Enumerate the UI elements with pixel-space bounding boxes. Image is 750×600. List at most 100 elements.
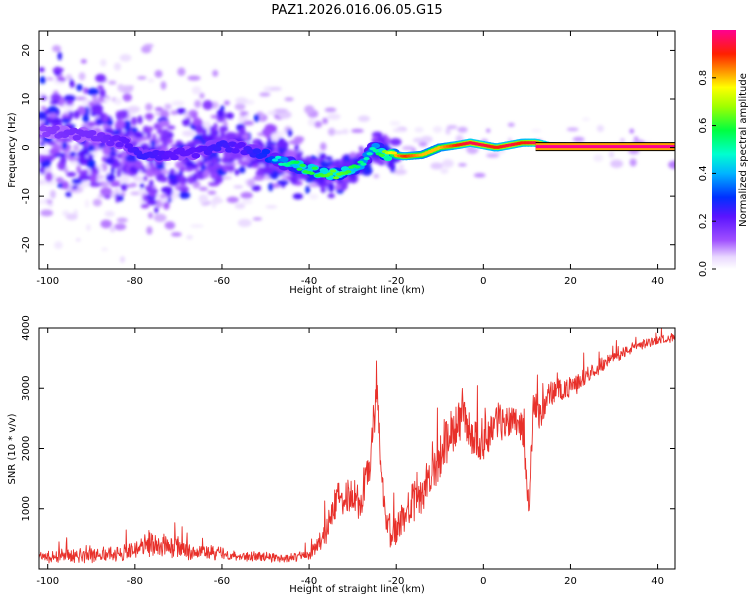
spectrogram-speckle bbox=[41, 149, 51, 154]
spectrogram-cloud bbox=[87, 87, 100, 96]
spectrogram-cloud bbox=[332, 161, 340, 168]
spectrogram-cloud bbox=[190, 139, 202, 146]
spectrogram-cloud bbox=[89, 181, 101, 187]
spectrogram-cloud bbox=[222, 164, 228, 173]
spectrogram-speckle bbox=[274, 108, 288, 113]
spectrogram-cloud bbox=[69, 78, 74, 88]
spectrogram-speckle bbox=[629, 128, 635, 134]
spectrogram-speckle bbox=[120, 176, 130, 184]
spectrogram-ridge-blob bbox=[191, 152, 201, 159]
spectrogram-speckle bbox=[269, 86, 282, 91]
spectrogram-cloud bbox=[147, 199, 158, 206]
spectrogram-speckle bbox=[398, 164, 405, 169]
spectrogram-cloud bbox=[168, 174, 176, 179]
spectrogram-speckle bbox=[114, 223, 127, 231]
spectrogram-ridge-blob bbox=[272, 158, 279, 162]
spectrogram-speckle bbox=[117, 84, 124, 92]
spectrogram-cloud bbox=[318, 152, 327, 160]
spectrogram-cloud bbox=[158, 120, 171, 127]
spectrogram-cloud bbox=[65, 100, 74, 106]
spectrogram-cloud bbox=[87, 121, 97, 127]
snr-y-tick-label: 2000 bbox=[21, 436, 32, 461]
snr-y-tick-label: 4000 bbox=[21, 315, 32, 340]
spectrogram-speckle bbox=[234, 103, 246, 111]
spectrogram-speckle bbox=[240, 191, 253, 199]
spectrogram-speckle bbox=[373, 173, 380, 179]
spectrogram-speckle bbox=[241, 199, 253, 205]
spectrogram-cloud bbox=[265, 141, 277, 146]
spectrogram-cloud bbox=[69, 151, 77, 157]
spectrogram-speckle bbox=[80, 59, 87, 64]
spectrogram-cloud bbox=[99, 88, 106, 98]
spectrogram-cloud bbox=[123, 160, 129, 166]
spectrogram-ridge-blob bbox=[261, 148, 271, 155]
spectrogram-speckle bbox=[147, 78, 155, 83]
spectrogram-cloud bbox=[62, 181, 70, 190]
spectrogram-cloud bbox=[97, 85, 104, 90]
spectrogram-speckle bbox=[40, 209, 54, 217]
spectrogram-frame bbox=[38, 30, 676, 270]
spectrogram-speckle bbox=[48, 203, 53, 207]
spectrogram-speckle bbox=[314, 120, 323, 128]
spectrogram-speckle bbox=[65, 213, 78, 221]
spectrogram-cloud bbox=[253, 113, 260, 123]
spectrogram-speckle bbox=[154, 70, 163, 78]
spectrogram-speckle bbox=[233, 185, 244, 189]
spectrogram-cloud bbox=[325, 156, 333, 161]
spectrogram-cloud bbox=[319, 160, 328, 169]
spectrogram-cloud bbox=[63, 94, 76, 102]
colorbar-tick-label: 0.8 bbox=[698, 70, 709, 86]
spectrogram-speckle bbox=[440, 167, 449, 174]
spectrogram-speckle bbox=[129, 182, 138, 188]
spectrogram-cloud bbox=[267, 136, 272, 142]
spectrogram-cloud bbox=[305, 185, 310, 194]
spectrogram-speckle bbox=[44, 180, 56, 186]
spectrogram-speckle bbox=[593, 154, 604, 162]
spectrogram-speckle bbox=[49, 189, 56, 199]
colorbar-label: Normalized spectral amplitude bbox=[738, 73, 749, 227]
spectrogram-speckle bbox=[486, 128, 491, 133]
spectrogram-cloud bbox=[340, 180, 348, 191]
colorbar-tick-label: 0.0 bbox=[698, 261, 709, 277]
spectrogram-cloud bbox=[225, 112, 234, 120]
spectrogram-speckle bbox=[137, 76, 147, 80]
spectrogram-speckle bbox=[100, 59, 107, 67]
spectrogram-cloud bbox=[59, 156, 67, 165]
spectrogram-speckle bbox=[226, 196, 239, 203]
snr-x-tick-label: -100 bbox=[36, 576, 59, 587]
spectrogram-cloud bbox=[61, 114, 71, 120]
spectrogram-ridge-blob bbox=[326, 172, 334, 176]
spectrogram-cloud bbox=[125, 154, 137, 163]
spectrogram-speckle bbox=[418, 142, 428, 147]
snr-x-axis: -100 -80 -60 -40 -20 0 20 40 bbox=[36, 328, 664, 587]
spectrogram-speckle bbox=[52, 45, 62, 53]
spectrogram-speckle bbox=[610, 159, 624, 169]
spectrogram-speckle bbox=[242, 120, 254, 126]
spectrogram-speckle bbox=[308, 183, 321, 188]
spectrogram-speckle bbox=[164, 103, 172, 110]
spectrogram-y-tick-label: -10 bbox=[21, 188, 32, 204]
spectrogram-cloud bbox=[83, 87, 88, 94]
spectrogram-speckle bbox=[194, 100, 202, 108]
spectrogram-y-tick-label: 10 bbox=[21, 93, 32, 106]
spectrogram-cloud bbox=[76, 84, 83, 92]
spectrogram-speckle bbox=[177, 67, 186, 77]
spectrogram-speckle bbox=[54, 241, 63, 250]
spectrogram-speckle bbox=[127, 105, 141, 113]
spectrogram-ridge-blob bbox=[188, 147, 198, 153]
spectrogram-ridge-blob bbox=[311, 166, 318, 170]
spectrogram-cloud bbox=[95, 74, 107, 83]
spectrogram-speckle bbox=[284, 97, 294, 102]
spectrogram-tone-band-core bbox=[535, 145, 675, 149]
spectrogram-cloud bbox=[182, 118, 191, 127]
spectrogram-ridge-blob bbox=[372, 149, 379, 153]
colorbar-gradient bbox=[712, 30, 736, 269]
spectrogram-speckle bbox=[148, 212, 153, 219]
spectrogram-speckle bbox=[103, 97, 110, 102]
spectrogram-speckle bbox=[629, 158, 637, 167]
spectrogram-cloud bbox=[73, 110, 80, 119]
spectrogram-ridge-blob bbox=[345, 170, 352, 174]
spectrogram-cloud bbox=[252, 175, 265, 181]
spectrogram-cloud bbox=[133, 131, 145, 139]
